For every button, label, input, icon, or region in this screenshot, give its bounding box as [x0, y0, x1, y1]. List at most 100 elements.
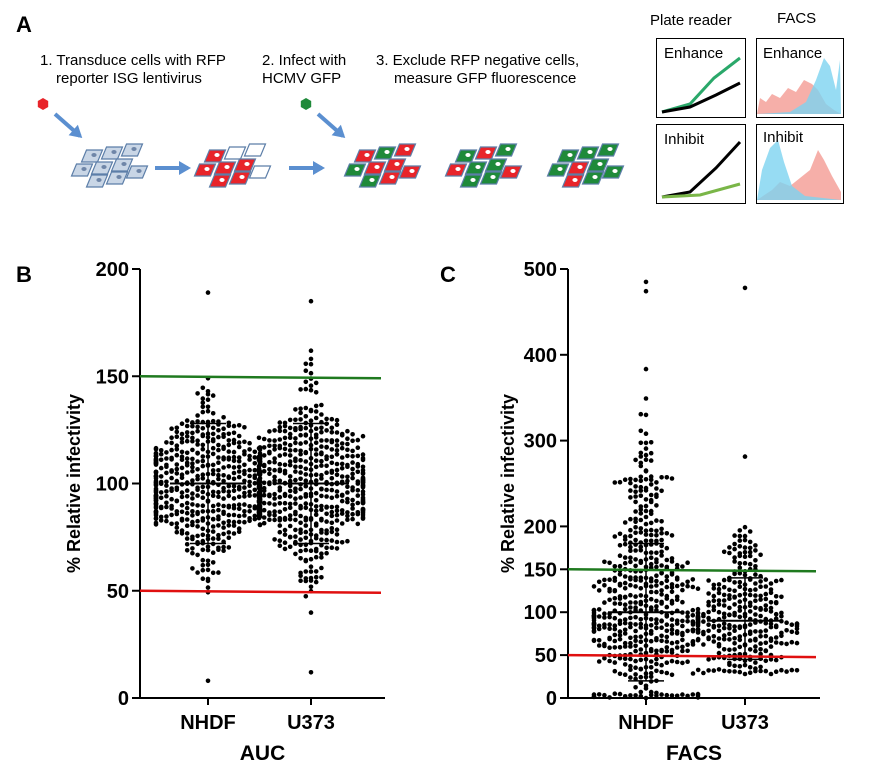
- data-point-nhdf: [648, 511, 654, 517]
- data-point-u373: [308, 569, 314, 574]
- data-point-nhdf: [174, 529, 180, 535]
- data-point-nhdf: [210, 529, 216, 534]
- data-point-u373: [737, 561, 743, 566]
- data-point-u373: [727, 605, 732, 611]
- data-point-nhdf: [153, 488, 159, 494]
- data-point-nhdf: [174, 447, 180, 452]
- data-point-u373: [303, 472, 309, 477]
- data-point-nhdf: [654, 661, 659, 667]
- data-point-u373: [277, 453, 283, 458]
- data-point-nhdf: [633, 509, 638, 514]
- data-point-nhdf: [174, 425, 180, 431]
- cells-gated-2-cell: [596, 143, 620, 157]
- cells-gated-2-cell: [586, 158, 610, 172]
- data-point-u373: [721, 577, 727, 583]
- data-point-nhdf: [628, 621, 633, 627]
- data-point-nhdf: [622, 574, 628, 579]
- data-point-nhdf: [674, 645, 680, 650]
- data-point-u373: [753, 605, 758, 611]
- data-point-nhdf: [654, 604, 659, 609]
- data-point-u373: [293, 511, 298, 517]
- data-point-nhdf: [659, 563, 664, 568]
- data-point-u373: [753, 629, 758, 634]
- data-point-u373: [773, 635, 779, 640]
- data-point-nhdf: [622, 537, 628, 542]
- step-3-line2: measure GFP fluorescence: [394, 70, 577, 87]
- data-point-u373: [716, 582, 722, 587]
- data-point-nhdf: [602, 611, 607, 616]
- data-point-nhdf: [633, 614, 638, 620]
- data-point-u373: [706, 615, 711, 621]
- data-point-nhdf: [252, 475, 258, 481]
- data-point-u373: [303, 450, 309, 456]
- data-point-nhdf: [685, 659, 690, 664]
- data-point-nhdf: [669, 617, 675, 622]
- data-point-nhdf: [612, 626, 618, 632]
- data-point-nhdf: [591, 625, 597, 631]
- cells-infected-cell: [398, 165, 422, 179]
- data-point-nhdf: [252, 467, 258, 473]
- data-point-nhdf: [236, 455, 242, 460]
- data-point-nhdf: [633, 634, 638, 640]
- data-point-u373: [272, 474, 277, 480]
- data-point-u373: [721, 647, 727, 652]
- data-point-u373: [711, 639, 717, 644]
- data-point-nhdf: [226, 489, 232, 495]
- data-point-nhdf: [638, 666, 644, 672]
- data-point-u373: [747, 529, 753, 534]
- data-point-u373: [747, 638, 753, 643]
- data-point-nhdf: [205, 585, 211, 590]
- data-point-nhdf: [247, 479, 252, 485]
- data-point-nhdf: [190, 435, 195, 441]
- data-point-nhdf: [628, 663, 633, 669]
- data-point-nhdf: [638, 440, 644, 446]
- data-point-nhdf: [252, 481, 258, 486]
- data-point-nhdf: [628, 592, 633, 598]
- data-point-u373: [773, 611, 779, 617]
- data-point-u373: [747, 665, 753, 670]
- data-point-nhdf: [633, 628, 638, 634]
- cells-transduced-cell: [193, 163, 217, 177]
- data-point-u373: [737, 571, 743, 576]
- data-point-nhdf: [184, 517, 190, 522]
- data-point-u373: [267, 512, 272, 518]
- data-point-u373: [261, 445, 267, 450]
- data-point-nhdf: [158, 457, 164, 463]
- data-point-u373: [753, 638, 758, 643]
- data-point-u373: [261, 520, 267, 526]
- x-tick-label: U373: [721, 712, 769, 734]
- data-point-nhdf: [612, 691, 618, 696]
- cells-transduced-cell: [213, 161, 237, 175]
- data-point-u373: [303, 433, 309, 438]
- data-point-u373: [287, 448, 293, 453]
- data-point-u373: [287, 435, 293, 441]
- plate-reader-inhibit-box: Inhibit: [656, 124, 746, 204]
- data-point-nhdf: [216, 516, 221, 522]
- data-point-nhdf: [252, 513, 258, 519]
- data-point-nhdf: [628, 548, 633, 553]
- data-point-u373: [360, 433, 366, 439]
- data-point-u373: [267, 501, 272, 506]
- data-point-u373: [319, 555, 324, 560]
- data-point-nhdf: [195, 459, 200, 464]
- data-point-u373: [763, 596, 769, 602]
- data-point-nhdf: [158, 514, 164, 520]
- data-point-nhdf: [659, 537, 664, 543]
- data-point-nhdf: [628, 667, 633, 672]
- data-point-u373: [303, 478, 309, 484]
- data-point-nhdf: [654, 621, 659, 626]
- data-point-u373: [272, 447, 277, 452]
- data-point-u373: [721, 611, 727, 617]
- data-point-u373: [277, 461, 283, 467]
- data-point-u373: [742, 454, 748, 459]
- data-point-u373: [758, 552, 763, 558]
- data-point-u373: [732, 641, 737, 646]
- data-point-nhdf: [612, 623, 618, 628]
- data-point-nhdf: [221, 434, 226, 440]
- data-point-u373: [706, 657, 711, 662]
- data-point-nhdf: [648, 584, 654, 589]
- data-point-nhdf: [680, 618, 685, 624]
- data-point-u373: [303, 547, 309, 553]
- cells-infected-cell: [358, 174, 382, 188]
- data-point-nhdf: [221, 548, 226, 553]
